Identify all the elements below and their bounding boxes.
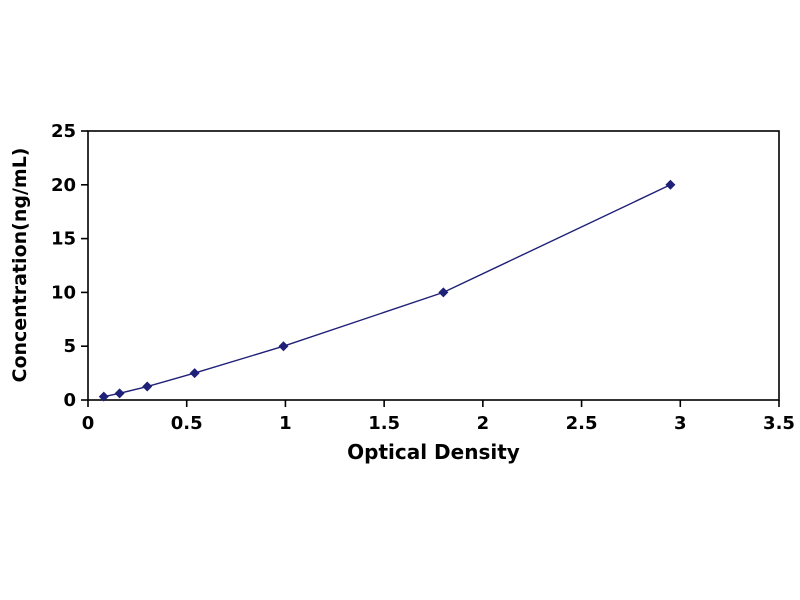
y-axis-label: Concentration(ng/mL)	[9, 147, 31, 383]
x-tick-label: 1.5	[368, 413, 400, 434]
x-tick-label: 3	[674, 413, 687, 434]
standard-curve-line	[103, 184, 671, 398]
data-point-marker	[189, 368, 200, 379]
data-point-marker	[114, 388, 125, 399]
x-tick-label: 1	[279, 413, 292, 434]
x-tick-label: 2.5	[566, 413, 598, 434]
y-tick-label: 15	[51, 229, 76, 250]
y-tick-label: 5	[63, 336, 76, 357]
y-tick-label: 25	[51, 121, 76, 142]
data-point-marker	[438, 287, 449, 298]
x-axis-label: Optical Density	[347, 440, 520, 464]
y-tick-label: 20	[51, 175, 76, 196]
x-tick-label: 3.5	[763, 413, 795, 434]
x-tick-label: 0	[82, 413, 95, 434]
data-point-marker	[278, 341, 289, 352]
x-tick-label: 0.5	[171, 413, 203, 434]
data-point-marker	[142, 381, 153, 392]
y-tick-label: 0	[63, 390, 76, 411]
data-point-marker	[98, 391, 109, 402]
plot-border	[87, 130, 780, 401]
data-point-marker	[665, 179, 676, 190]
y-tick-label: 10	[51, 282, 76, 303]
x-tick-label: 2	[477, 413, 490, 434]
